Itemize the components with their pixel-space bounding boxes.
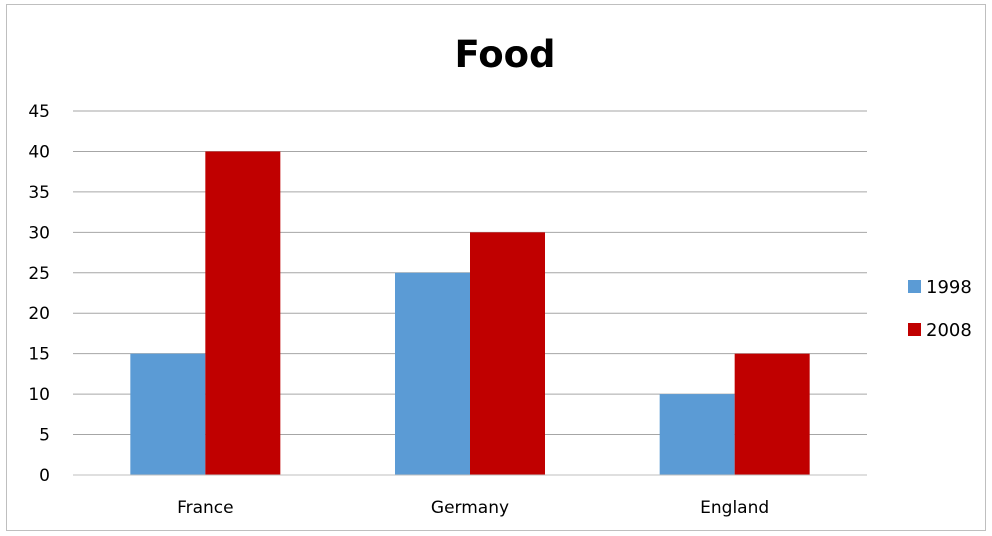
y-axis-ticks: 0 5 10 15 20 25 30 35 40 45: [28, 102, 50, 486]
bar-1998-germany: [395, 272, 470, 475]
legend: 1998 2008: [908, 277, 972, 341]
bar-2008-england: [734, 353, 810, 475]
y-tick-label: 15: [28, 345, 50, 365]
bars: [130, 151, 810, 475]
y-tick-label: 40: [28, 142, 50, 162]
x-category-label: France: [177, 498, 234, 518]
legend-label-2008: 2008: [926, 320, 972, 341]
bar-1998-england: [659, 394, 735, 475]
y-tick-label: 20: [28, 304, 50, 324]
y-tick-label: 30: [28, 223, 50, 243]
y-tick-label: 0: [39, 466, 50, 486]
y-tick-label: 35: [28, 183, 50, 203]
bar-1998-france: [130, 353, 206, 475]
chart-title: Food: [454, 33, 555, 76]
legend-swatch-1998: [908, 280, 921, 293]
y-tick-label: 25: [28, 264, 50, 284]
y-tick-label: 10: [28, 385, 50, 405]
legend-label-1998: 1998: [926, 277, 972, 298]
bar-2008-germany: [470, 232, 545, 475]
x-category-label: England: [700, 498, 769, 518]
x-category-label: Germany: [431, 498, 509, 518]
bar-2008-france: [205, 151, 281, 475]
x-axis-labels: France Germany England: [177, 498, 769, 518]
y-tick-label: 5: [39, 426, 50, 446]
legend-swatch-2008: [908, 323, 921, 336]
y-tick-label: 45: [28, 102, 50, 122]
